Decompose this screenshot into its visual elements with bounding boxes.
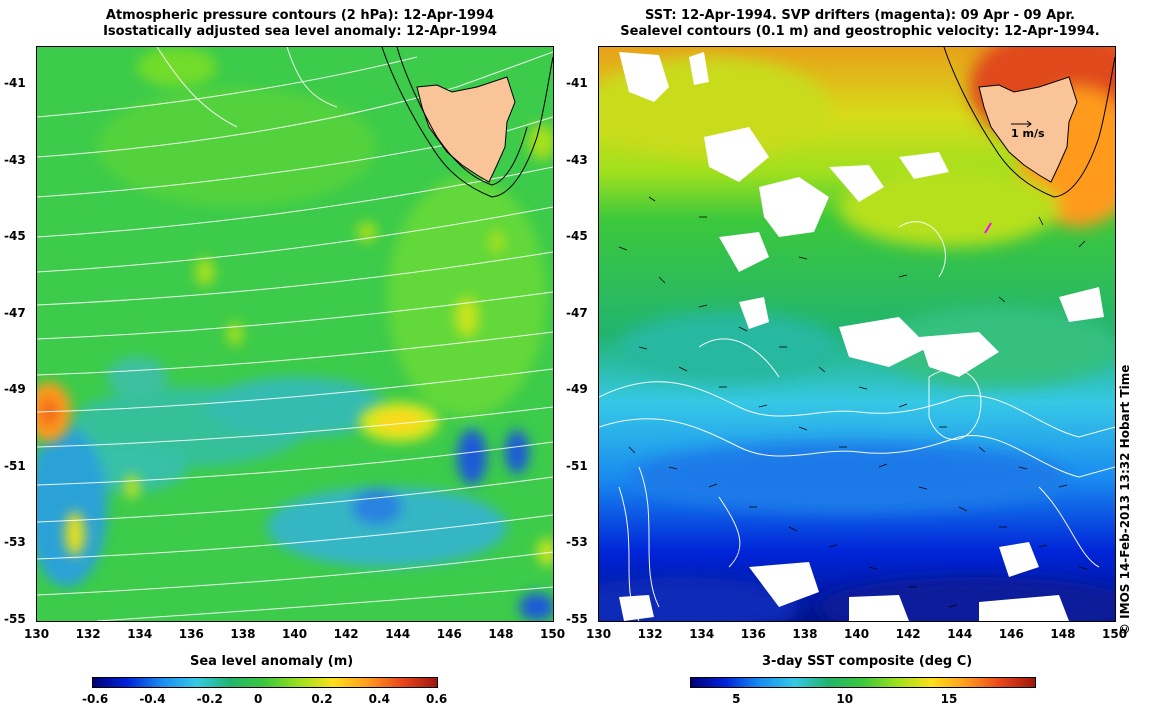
lon-tick-label: 130 <box>24 627 50 641</box>
lat-tick-label: -45 <box>4 229 26 244</box>
colorbar-tick-label: 15 <box>940 692 958 706</box>
lat-tick-label: -43 <box>566 152 588 167</box>
lat-tick-label: -43 <box>4 152 26 167</box>
lat-tick-label: -53 <box>566 535 588 550</box>
lon-tick-label: 150 <box>540 627 566 641</box>
colorbar-tick-label: 5 <box>732 692 741 706</box>
left-colorbar-label: Sea level anomaly (m) <box>190 654 354 669</box>
lon-tick-label: 134 <box>127 627 153 641</box>
velocity-scale-label: 1 m/s <box>1011 127 1045 140</box>
right-title-line2: Sealevel contours (0.1 m) and geostrophi… <box>620 24 1100 39</box>
right-colorbar <box>690 677 1036 688</box>
lat-tick-label: -49 <box>566 382 588 397</box>
sst-composite-map: 1 m/s <box>598 46 1116 622</box>
lon-tick-label: 148 <box>488 627 514 641</box>
left-title-line1: Atmospheric pressure contours (2 hPa): 1… <box>105 8 495 23</box>
colorbar-tick-label: -0.4 <box>139 692 166 706</box>
lat-tick-label: -41 <box>566 76 588 91</box>
lat-tick-label: -41 <box>4 76 26 91</box>
lon-tick-label: 142 <box>895 627 921 641</box>
lat-tick-label: -45 <box>566 229 588 244</box>
lat-tick-label: -49 <box>4 382 26 397</box>
lon-tick-label: 150 <box>1102 627 1128 641</box>
right-colorbar-label: 3-day SST composite (deg C) <box>762 654 973 669</box>
lon-tick-label: 142 <box>333 627 359 641</box>
lat-tick-label: -53 <box>4 535 26 550</box>
lon-tick-label: 130 <box>586 627 612 641</box>
colorbar-tick-label: 0.6 <box>426 692 448 706</box>
lon-tick-label: 144 <box>947 627 973 641</box>
lat-tick-label: -51 <box>4 458 26 473</box>
left-colorbar <box>92 677 438 688</box>
lat-tick-label: -51 <box>566 458 588 473</box>
lon-tick-label: 132 <box>637 627 663 641</box>
lon-tick-label: 148 <box>1050 627 1076 641</box>
drifter-track <box>984 222 992 234</box>
lon-tick-label: 144 <box>385 627 411 641</box>
tasmania-land-right <box>978 76 1078 183</box>
colorbar-tick-label: 10 <box>836 692 854 706</box>
lon-tick-label: 134 <box>689 627 715 641</box>
lon-tick-label: 138 <box>230 627 256 641</box>
lon-tick-label: 132 <box>75 627 101 641</box>
lon-tick-label: 136 <box>178 627 204 641</box>
lon-tick-label: 138 <box>792 627 818 641</box>
colorbar-tick-label: -0.2 <box>196 692 223 706</box>
lat-tick-label: -55 <box>566 612 588 626</box>
sea-level-anomaly-map <box>36 46 554 622</box>
lon-tick-label: 146 <box>998 627 1024 641</box>
tasmania-land-left <box>416 76 516 183</box>
lat-tick-label: -47 <box>4 305 26 320</box>
colorbar-tick-label: 0.2 <box>311 692 333 706</box>
colorbar-tick-label: 0.4 <box>368 692 390 706</box>
lon-tick-label: 140 <box>282 627 308 641</box>
lon-tick-label: 136 <box>740 627 766 641</box>
right-title-line1: SST: 12-Apr-1994. SVP drifters (magenta)… <box>645 8 1075 23</box>
lat-tick-label: -47 <box>566 305 588 320</box>
sea-level-anomaly-field <box>37 47 553 621</box>
left-title-line2: Isostatically adjusted sea level anomaly… <box>103 24 497 39</box>
velocity-scale-arrow <box>1011 120 1032 128</box>
colorbar-tick-label: -0.6 <box>82 692 109 706</box>
sst-field <box>599 47 1115 621</box>
imos-credit: © IMOS 14-Feb-2013 13:32 Hobart Time <box>1118 364 1132 635</box>
lon-tick-label: 140 <box>844 627 870 641</box>
colorbar-tick-label: 0 <box>254 692 263 706</box>
lon-tick-label: 146 <box>436 627 462 641</box>
lat-tick-label: -55 <box>4 612 26 626</box>
